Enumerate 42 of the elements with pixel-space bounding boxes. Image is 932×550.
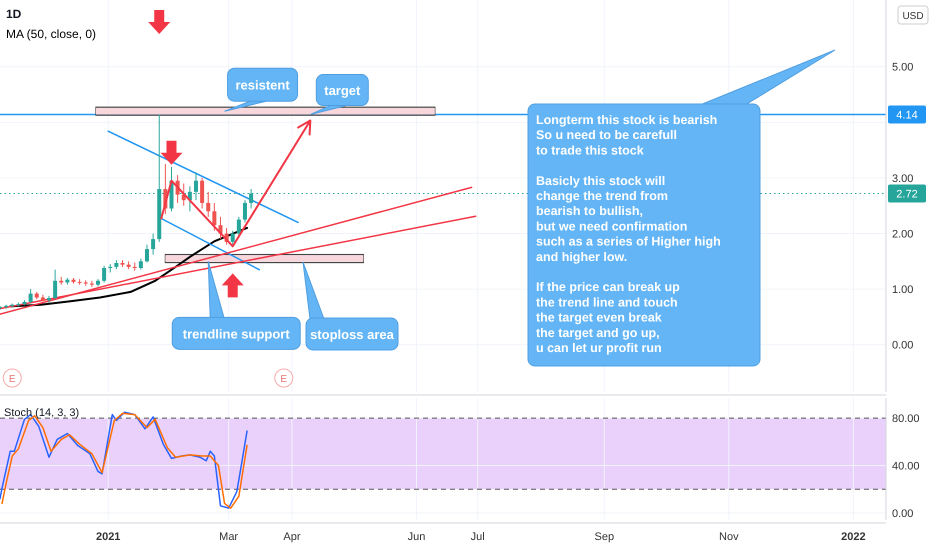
candlestick [53,269,58,300]
text: MA (50, close, 0) [6,27,96,41]
y-tick-label: 0.00 [892,340,914,352]
candlestick [138,258,143,270]
ref-line-label: 2.72 [896,188,918,200]
annotation: E [280,374,288,385]
candlestick [236,216,241,237]
annotation: E [8,374,16,385]
candlestick [212,202,216,232]
line-series [9,226,248,308]
candlestick [28,288,33,304]
y-axis-title: USD [902,11,924,22]
text: Longterm this stock is bearish So u need to be carefull to trade this stock Basicly this stock will change the trend from bearish to bullish, but we need confirmation such as a series of Higher high and higher low. If the price can break up the trend line and touch the target even break the target and go up, u can let ur profit run [536,113,721,355]
candlestick [102,265,106,283]
candlestick [144,244,149,263]
candlestick [151,233,156,256]
annotation: resistent [235,78,290,93]
x-tick-label: Nov [719,531,740,543]
y-tick-label: 0.00 [892,508,914,520]
x-tick-label: Jul [470,531,485,543]
candlestick [242,200,247,223]
x-tick-label: 2022 [841,531,866,543]
candlestick [206,191,210,218]
candlestick [230,230,235,247]
annotation: trendline support [182,326,290,342]
candlestick [200,177,204,210]
y-tick-label: 80.00 [892,413,920,426]
y-tick-label: 2.00 [892,228,914,241]
x-tick-label: Apr [283,531,301,543]
x-tick-label: 2021 [96,531,120,543]
x-tick-label: Mar [219,531,238,543]
y-tick-label: 1.00 [892,284,914,296]
ref-line-label: 4.14 [896,110,918,122]
y-tick-label: 5.00 [892,62,914,74]
annotation: target [324,83,362,98]
y-tick-label: 3.00 [892,172,914,185]
x-tick-label: Sep [594,531,614,543]
text: Stoch (14, 3, 3) [4,407,80,419]
y-tick-label: 40.00 [892,460,920,473]
x-tick-label: Jun [408,531,426,543]
text: 1D [6,7,22,21]
annotation: stoploss area [310,327,395,342]
